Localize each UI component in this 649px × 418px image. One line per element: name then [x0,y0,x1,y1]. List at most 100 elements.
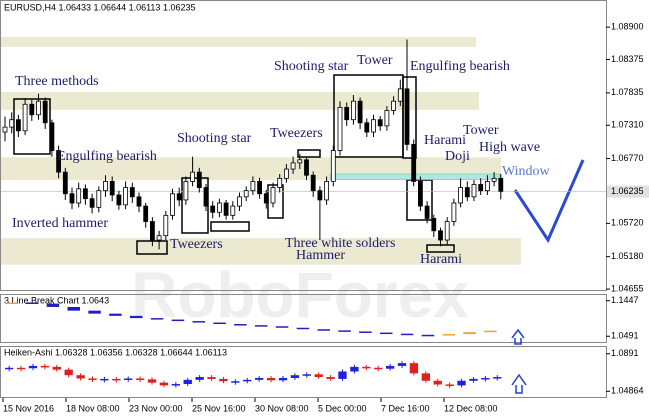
y-tick-label: 1.05180 [611,251,644,261]
pattern-label: Hammer [296,248,345,263]
ha-candle [302,374,311,376]
candle-body [257,181,263,195]
candle-body [123,187,128,206]
candle-body [83,188,88,200]
brick [296,327,310,330]
pattern-label: Harami [424,133,466,148]
candle-body [223,202,229,216]
x-tick-label: 25 Nov 16:00 [192,403,246,413]
pattern-label: Engulfing bearish [57,149,157,164]
brick [88,310,101,314]
candle-body [324,181,330,201]
ha-candle [266,377,276,381]
brick [463,332,476,335]
candle-body [310,174,316,192]
x-tick-label: 7 Dec 16:00 [381,403,430,413]
candle-body [170,193,175,216]
brick [255,325,268,327]
up-arrow [511,373,527,394]
ha-candle [243,379,252,382]
candle-body [411,143,417,182]
brick [442,334,455,336]
candle-body [304,159,309,176]
ha-candle [112,378,121,381]
ha-candle [52,366,61,370]
candle-body [444,221,450,241]
candle-body [464,187,470,198]
brick [421,334,435,337]
candle-body [471,184,477,198]
candle-body [190,171,196,182]
x-tick-label: 5 Dec 00:00 [318,403,367,413]
candle-body [404,88,410,145]
brick [130,315,143,319]
candle-body [203,187,209,207]
pattern-label: Inverted hammer [12,216,108,231]
panel-title: Heiken-Ashi 1.06328 1.06356 1.06328 1.06… [4,347,227,357]
ha-candle [362,366,371,369]
ha-candle [397,363,407,366]
brick [275,326,289,328]
y-tick-label: 1.06770 [611,153,644,163]
brick [234,324,247,326]
panel-title: 3 Line Break Chart 1.0643 [4,295,109,305]
candle-body [377,119,383,127]
candle-body [491,177,497,182]
y-tick-label: 1.0491 [611,331,639,341]
pattern-label: Tower [463,123,499,138]
pattern-label: Three methods [15,74,99,89]
ha-candle [207,377,216,379]
candle-body [451,202,457,222]
ha-candle [76,375,85,379]
y-tick-label: 1.1447 [611,295,639,305]
pattern-label: Three white solders [285,236,395,251]
candle-body [458,187,464,204]
candle-body [484,181,490,192]
candle-body [129,187,135,198]
candle-body [417,181,423,207]
candle-body [250,181,256,192]
brick [5,302,18,304]
brick [171,319,185,322]
ha-candle [219,378,228,382]
candle-body [49,122,55,151]
pattern-label: Window [502,164,551,179]
brick [25,302,39,304]
candle-body [317,190,323,201]
brick [213,322,226,325]
pattern-label: Doji [445,149,470,164]
current-price-box [607,185,649,198]
brick [67,306,80,311]
main-panel [0,0,607,291]
candle-body [143,205,149,222]
candle-body [163,214,169,237]
ha-candle [124,378,133,380]
brick [109,313,122,316]
brick [317,329,330,331]
x-tick-label: 15 Nov 2016 [3,403,54,413]
brick [338,330,351,332]
ha-candle [171,384,180,386]
candle-body [36,100,41,116]
ha-candle [5,367,14,370]
candle-body [364,122,370,133]
brick [484,330,497,333]
pattern-label: Harami [420,252,462,267]
up-arrow [511,328,525,345]
ha-candle [433,380,442,385]
candle-body [498,177,504,192]
brick [192,321,205,323]
candle-body [230,205,236,216]
candle-body [136,196,142,207]
ha-candle [183,379,192,385]
pattern-box [406,179,433,221]
candle-body [76,188,82,204]
ha-candle [493,377,502,379]
ha-candle [350,366,359,372]
ha-candle [64,369,73,376]
brick [46,303,60,307]
brick [150,318,164,320]
pattern-box [267,184,284,219]
pattern-label: Engulfing bearish [410,59,510,74]
